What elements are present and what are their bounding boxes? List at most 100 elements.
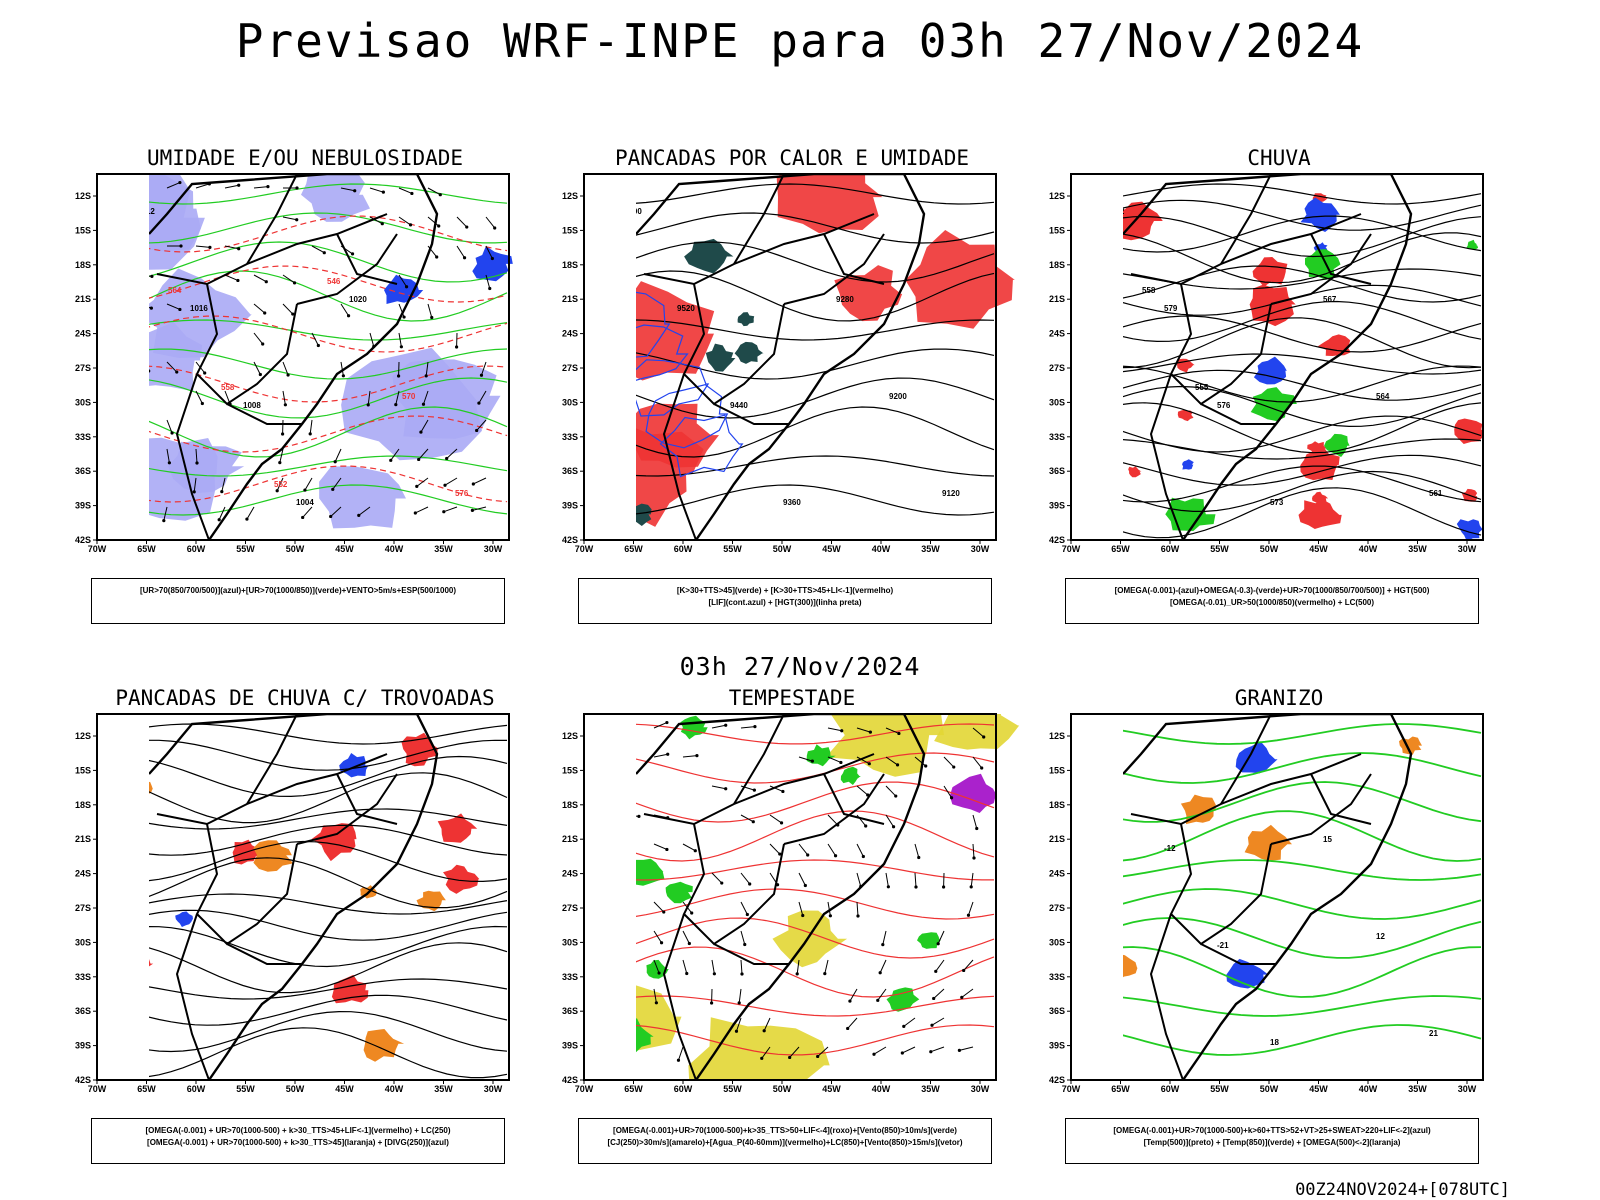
- map-frame: [583, 173, 997, 541]
- lat-label: 27S: [1049, 363, 1065, 373]
- contour-line: [149, 840, 508, 883]
- lat-label: 30S: [562, 937, 578, 947]
- wind-vector: [903, 1017, 916, 1027]
- country-border: [643, 753, 875, 826]
- lat-label: 18S: [75, 800, 91, 810]
- lon-label: 65W: [137, 1084, 156, 1094]
- contour-line: [149, 909, 508, 941]
- wind-vector: [653, 988, 657, 1003]
- lat-label: 27S: [562, 903, 578, 913]
- field-shading: [1128, 466, 1142, 478]
- lon-label: 70W: [1062, 544, 1081, 554]
- contour-line: [1123, 859, 1482, 881]
- wind-vector: [221, 477, 226, 492]
- wind-vector: [682, 843, 696, 852]
- lon-label: 70W: [575, 1084, 594, 1094]
- lon-label: 65W: [624, 544, 643, 554]
- wind-vector: [711, 785, 726, 790]
- field-shading: [1177, 409, 1194, 422]
- wind-vector-head: [881, 943, 885, 947]
- wind-vector-head: [445, 456, 449, 461]
- wind-vector-head: [803, 883, 807, 888]
- field-shading: [1300, 197, 1340, 232]
- wind-vector: [420, 419, 429, 433]
- wind-vector: [827, 727, 842, 732]
- country-border: [1130, 753, 1362, 826]
- contour-value-label: 564: [1376, 392, 1390, 401]
- contour-value-label: 15: [1323, 835, 1332, 844]
- wind-vector-head: [417, 457, 421, 462]
- wind-vector-head: [980, 766, 984, 770]
- contour-line-secondary: [149, 415, 508, 453]
- lat-label: 12S: [562, 191, 578, 201]
- lat-label: 33S: [1049, 972, 1065, 982]
- field-shading: [149, 174, 201, 252]
- wind-vector: [340, 361, 344, 376]
- lat-label: 21S: [75, 294, 91, 304]
- field-shading: [253, 840, 294, 872]
- map-frame: [96, 713, 510, 1081]
- field-shading: [311, 823, 357, 862]
- wind-vector-head: [941, 885, 946, 889]
- wind-vector: [914, 872, 917, 888]
- field-shading: [1123, 201, 1163, 241]
- wind-vector: [769, 814, 782, 824]
- wind-vector: [485, 245, 493, 259]
- legend-line-2: [Temp(500)](preto) + [Temp(850)](verde) …: [1143, 1138, 1401, 1147]
- lif-contour: [636, 291, 671, 358]
- lif-contour: [659, 414, 744, 478]
- field-shading: [1252, 257, 1288, 287]
- lon-label: 50W: [773, 544, 792, 554]
- country-border: [175, 373, 210, 540]
- contour-value-label: 1012: [137, 207, 155, 216]
- wind-vector: [478, 390, 487, 404]
- wind-vector-head: [291, 312, 295, 316]
- wind-vector: [740, 726, 755, 729]
- wind-vector: [193, 477, 197, 492]
- wind-vector: [636, 815, 639, 817]
- lon-label: 40W: [385, 544, 404, 554]
- wind-vector-head: [957, 1048, 962, 1052]
- lat-label: 27S: [562, 363, 578, 373]
- wind-vector-head: [421, 402, 426, 406]
- wind-vector: [334, 448, 342, 462]
- lat-label: 42S: [562, 535, 578, 545]
- wind-vector-head: [237, 247, 241, 251]
- contour-line: [1123, 781, 1482, 823]
- wind-vector: [398, 303, 405, 318]
- wind-vector: [827, 901, 831, 916]
- country-border: [1270, 233, 1372, 305]
- contour-value-label: 1020: [349, 295, 367, 304]
- contour-value-label: 555: [1195, 383, 1209, 392]
- contour-line: [149, 319, 508, 341]
- country-border: [823, 773, 885, 825]
- wind-vector: [738, 988, 742, 1003]
- contour-value-label: 570: [402, 392, 416, 401]
- lon-label: 65W: [624, 1084, 643, 1094]
- field-shading: [319, 466, 406, 529]
- contour-line: [149, 270, 508, 322]
- wind-vector-head: [331, 487, 335, 491]
- wind-vector-head: [720, 881, 724, 885]
- contour-line-secondary: [149, 315, 508, 353]
- legend-line-1: [UR>70(850/700/500)](azul)+[UR>70(1000/8…: [139, 586, 457, 595]
- wind-vector: [682, 930, 690, 944]
- lat-label: 39S: [75, 1041, 91, 1051]
- wind-vector: [166, 182, 181, 189]
- lat-label: 33S: [75, 972, 91, 982]
- wind-vector: [473, 477, 487, 485]
- contour-line: [149, 406, 508, 458]
- lat-label: 27S: [1049, 903, 1065, 913]
- lon-label: 45W: [335, 1084, 354, 1094]
- legend-line-1: [OMEGA(-0.001)-(azul)+OMEGA(-0.3)-(verde…: [1114, 586, 1430, 595]
- lon-label: 60W: [1161, 544, 1180, 554]
- wind-vector-head: [162, 519, 166, 523]
- contour-line: [636, 723, 995, 745]
- lon-label: 60W: [187, 1084, 206, 1094]
- lat-label: 12S: [562, 731, 578, 741]
- wind-vector: [398, 187, 413, 194]
- contour-line: [1123, 199, 1482, 231]
- wind-vector-head: [748, 882, 752, 886]
- map-frame: [1070, 713, 1484, 1081]
- panel-title: GRANIZO: [1234, 686, 1324, 710]
